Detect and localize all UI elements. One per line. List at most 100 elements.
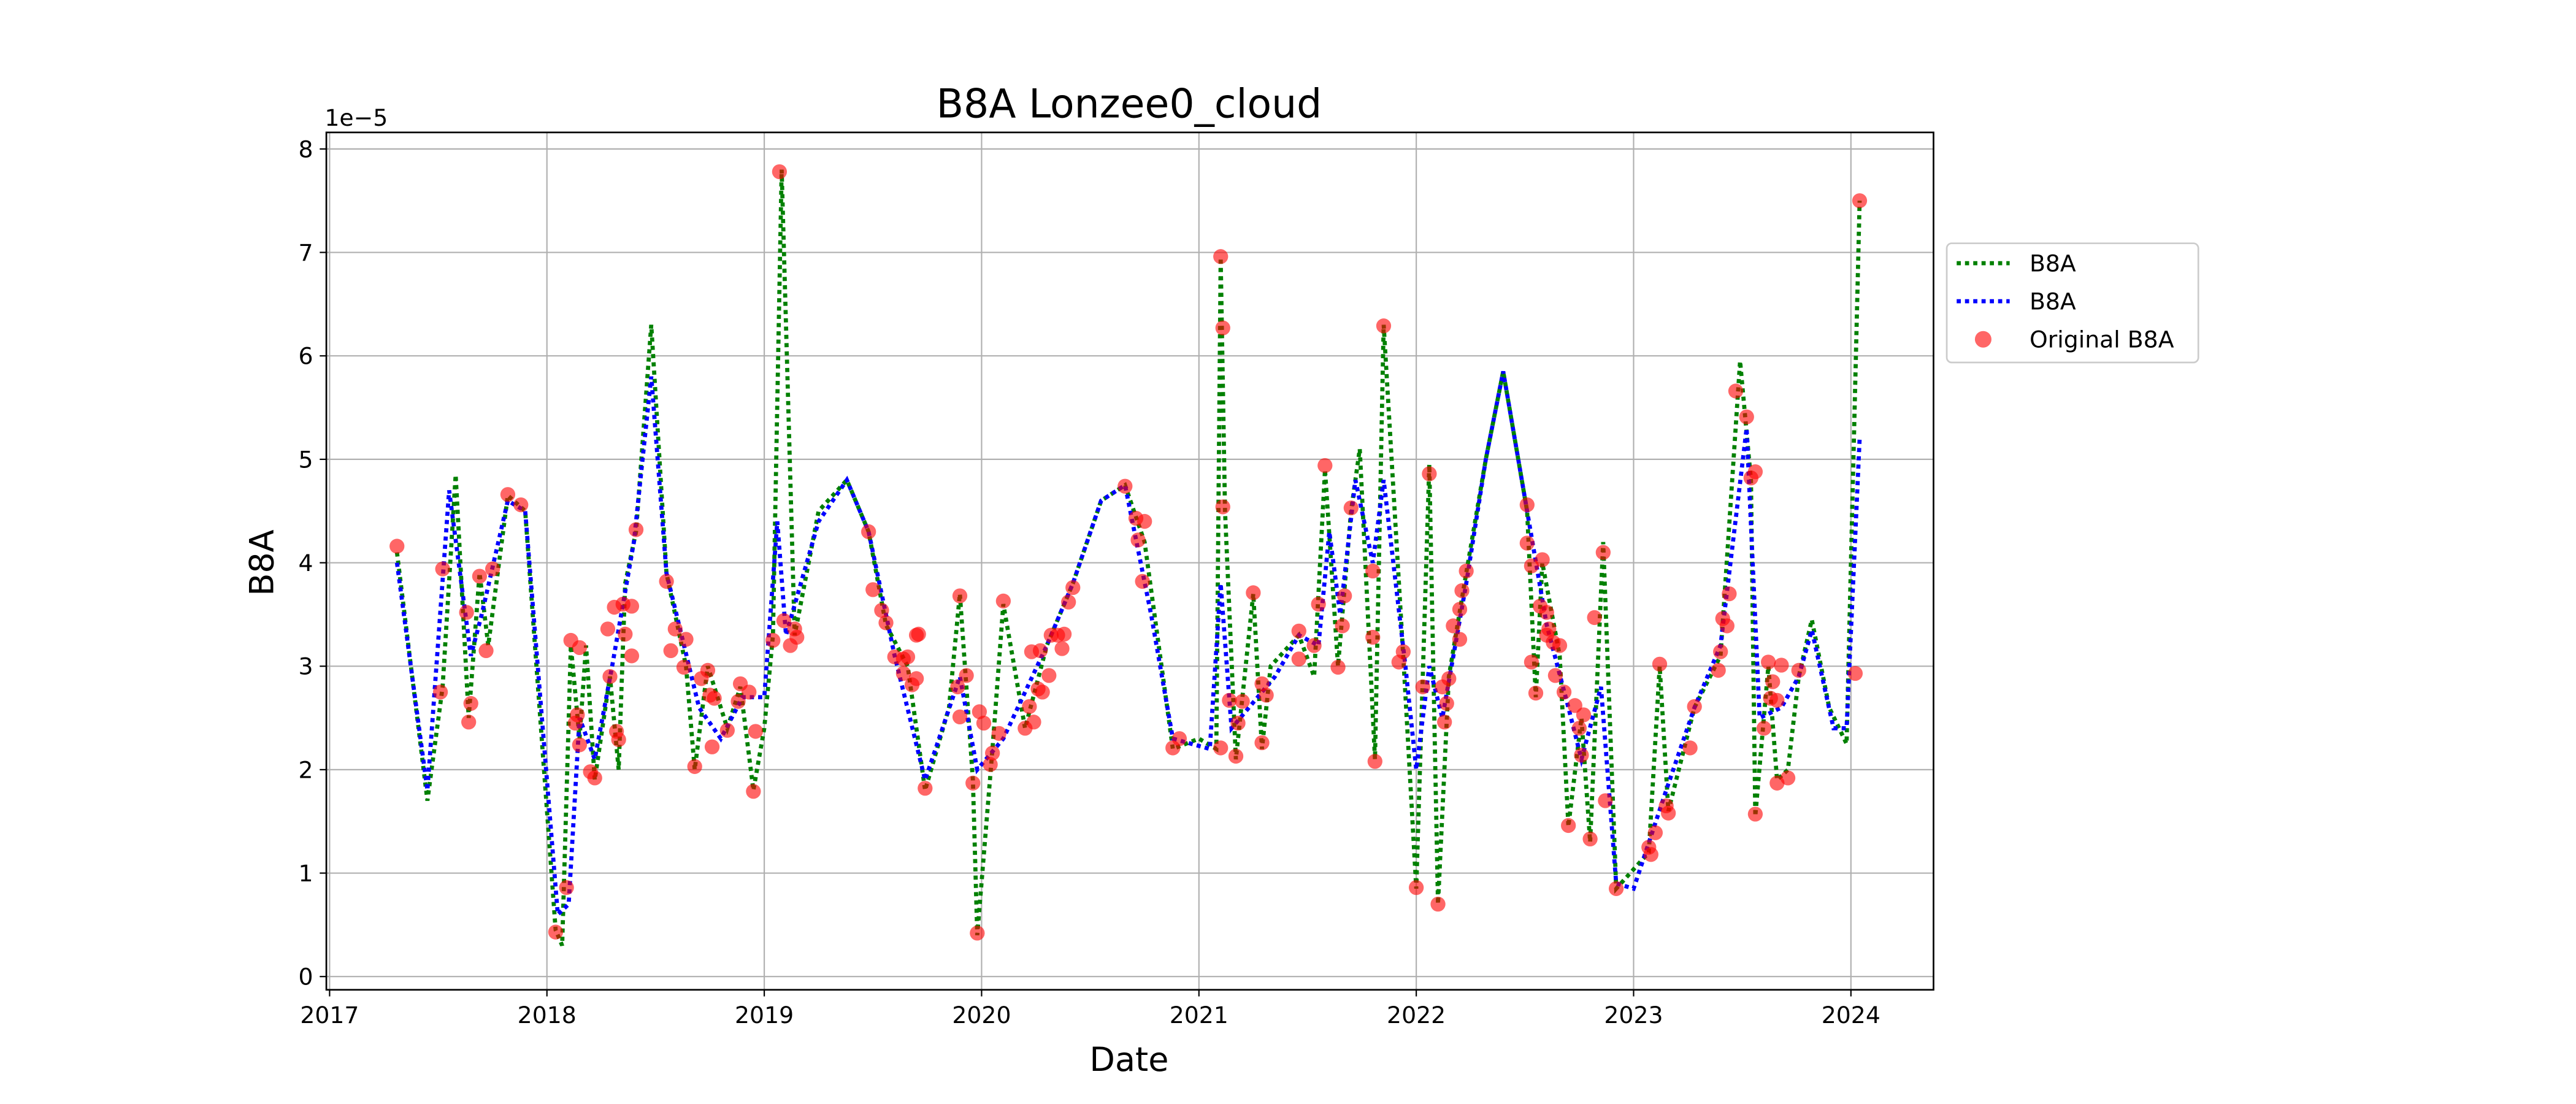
legend-label: B8A xyxy=(2030,288,2076,315)
data-point xyxy=(1215,499,1230,515)
data-point xyxy=(1365,563,1381,579)
data-point xyxy=(1335,618,1350,634)
y-tick-label: 0 xyxy=(298,964,313,991)
data-point xyxy=(1452,632,1468,647)
data-point xyxy=(659,573,674,589)
data-point xyxy=(1747,807,1763,822)
y-tick-label: 2 xyxy=(298,756,313,783)
x-tick-label: 2019 xyxy=(735,1002,794,1029)
data-point xyxy=(559,880,574,895)
data-point xyxy=(1647,825,1663,840)
data-point xyxy=(687,759,702,774)
data-point xyxy=(772,164,788,180)
data-point xyxy=(1524,654,1539,670)
data-point xyxy=(667,621,683,637)
data-point xyxy=(676,659,692,675)
data-point xyxy=(861,524,876,540)
data-point xyxy=(611,732,626,748)
x-tick-label: 2018 xyxy=(518,1002,577,1029)
data-point xyxy=(1728,383,1744,399)
data-point xyxy=(1213,740,1229,756)
data-point xyxy=(1130,532,1146,548)
data-point xyxy=(1415,679,1430,695)
data-point xyxy=(789,629,805,645)
data-point xyxy=(1576,707,1592,723)
data-point xyxy=(895,665,911,681)
data-point xyxy=(1032,643,1048,659)
data-point xyxy=(985,745,1000,761)
data-point xyxy=(1761,654,1776,670)
x-axis-label: Date xyxy=(1089,1040,1168,1079)
data-point xyxy=(1395,644,1411,659)
data-point xyxy=(459,605,474,620)
data-point xyxy=(1519,535,1535,551)
data-point xyxy=(776,613,792,629)
data-point xyxy=(707,691,722,706)
data-line xyxy=(394,169,1862,946)
x-tick-label: 2017 xyxy=(300,1002,359,1029)
data-point xyxy=(878,615,894,631)
data-point xyxy=(1441,671,1457,686)
data-point xyxy=(1780,770,1796,786)
data-point xyxy=(1408,880,1424,895)
data-point xyxy=(1587,610,1602,626)
data-point xyxy=(1439,696,1454,711)
data-point xyxy=(1026,715,1041,730)
x-tick-label: 2022 xyxy=(1387,1002,1446,1029)
data-point xyxy=(1222,692,1237,708)
data-point xyxy=(389,539,405,554)
data-point xyxy=(472,569,488,584)
data-point xyxy=(1035,684,1050,700)
data-point xyxy=(1041,668,1057,683)
data-point xyxy=(970,926,985,941)
data-point xyxy=(1582,831,1598,847)
data-point xyxy=(1711,662,1726,678)
data-point xyxy=(742,684,757,700)
data-point xyxy=(765,632,781,648)
data-point xyxy=(478,643,494,659)
data-point xyxy=(1446,618,1461,634)
y-tick-label: 8 xyxy=(298,136,313,163)
data-point xyxy=(704,739,720,754)
data-point xyxy=(1524,558,1539,573)
data-line xyxy=(394,370,1862,919)
data-point xyxy=(1317,458,1333,473)
data-point xyxy=(1791,662,1806,678)
y-tick-label: 1 xyxy=(298,860,313,887)
data-point xyxy=(1547,668,1563,683)
data-point xyxy=(1739,409,1754,424)
data-point xyxy=(995,593,1011,609)
data-point xyxy=(1254,735,1270,751)
data-point xyxy=(1291,651,1306,667)
data-point xyxy=(1595,545,1611,560)
data-point xyxy=(911,626,926,642)
data-point xyxy=(1306,638,1322,653)
data-point xyxy=(1437,715,1452,730)
data-point xyxy=(1552,638,1568,653)
data-point xyxy=(618,626,633,642)
x-tick-label: 2024 xyxy=(1822,1002,1880,1029)
legend-label: B8A xyxy=(2030,250,2076,277)
data-point xyxy=(1291,623,1306,639)
plot-frame xyxy=(325,131,1934,991)
data-point xyxy=(602,669,618,684)
data-point xyxy=(1430,896,1446,912)
data-point xyxy=(965,775,981,791)
data-point xyxy=(1330,659,1346,675)
data-point xyxy=(1765,674,1781,689)
data-point xyxy=(908,671,924,686)
data-point xyxy=(952,588,968,604)
data-point xyxy=(1311,596,1326,612)
data-point xyxy=(572,640,588,655)
data-point xyxy=(572,737,588,753)
data-point xyxy=(1137,513,1152,529)
y-offset-label: 1e−5 xyxy=(324,104,388,131)
data-point xyxy=(874,602,889,618)
data-point xyxy=(1774,657,1789,673)
data-point xyxy=(1608,881,1624,896)
data-point xyxy=(1682,740,1698,756)
data-point xyxy=(1452,602,1468,617)
data-point xyxy=(435,561,450,577)
